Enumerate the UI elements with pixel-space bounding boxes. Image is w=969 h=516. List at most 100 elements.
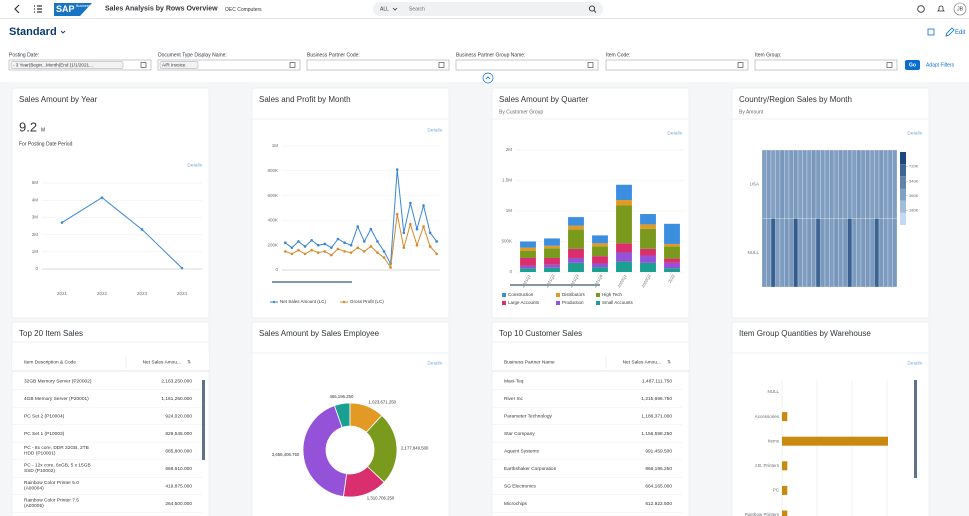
- details-link[interactable]: Details: [907, 360, 922, 366]
- search-input[interactable]: Search: [409, 6, 425, 12]
- chevron: [392, 7, 398, 11]
- heat-cell: [865, 149, 871, 219]
- cell-text[interactable]: 32GB Memory Server (P20002): [24, 378, 92, 384]
- card-title[interactable]: Top 20 Item Sales: [19, 329, 83, 338]
- card-title[interactable]: Item Group Quantities by Warehouse: [739, 329, 871, 338]
- value-help[interactable]: [886, 62, 893, 68]
- cell-text[interactable]: Star Company: [504, 431, 535, 437]
- column-header[interactable]: Business Partner Name: [504, 359, 555, 365]
- value-help[interactable]: [140, 62, 147, 68]
- details-link[interactable]: Details: [427, 127, 442, 133]
- cell-text[interactable]: Earthshaker Corporation: [504, 466, 557, 472]
- data-point: [395, 212, 399, 216]
- scrollbar: [510, 284, 600, 286]
- cell-text[interactable]: River Inc: [504, 396, 524, 402]
- sap-logo: [54, 3, 92, 16]
- bar-segment: [592, 256, 608, 264]
- cell-text[interactable]: Rainbow Color Printer 7.5 (A00005): [24, 498, 79, 510]
- details-link[interactable]: Details: [427, 360, 442, 366]
- data-point: [422, 225, 425, 228]
- share-icon[interactable]: [927, 28, 935, 36]
- cell-number: 2,163,250.000: [161, 378, 192, 384]
- data-point: [100, 196, 104, 199]
- search-box[interactable]: [373, 2, 603, 16]
- card-title[interactable]: Sales Amount by Quarter: [499, 95, 589, 104]
- filter-token[interactable]: [159, 61, 199, 69]
- go-label[interactable]: Go: [909, 63, 916, 69]
- collapse-button[interactable]: [482, 72, 494, 84]
- card-title[interactable]: Sales and Profit by Month: [259, 95, 351, 104]
- cell-text[interactable]: PC Set 2 (P10004): [24, 413, 65, 419]
- cell-text[interactable]: Aquent Systems: [504, 448, 540, 454]
- y-tick-label: 1.5M: [502, 178, 512, 183]
- help-icon[interactable]: [917, 5, 925, 13]
- avatar[interactable]: [953, 2, 967, 16]
- filter-input[interactable]: [306, 59, 450, 71]
- go-button[interactable]: [905, 60, 920, 70]
- legend-label: Construction: [508, 292, 534, 297]
- value-help[interactable]: [289, 62, 296, 68]
- scale-step: [900, 200, 906, 213]
- cell-text[interactable]: Parameter Technology: [504, 413, 553, 419]
- cell-number: 991,459.500: [645, 448, 672, 454]
- variant-chevron[interactable]: [60, 30, 66, 34]
- filter-input[interactable]: [157, 59, 301, 71]
- scale-label: 180K: [909, 207, 919, 212]
- menu-button[interactable]: [34, 5, 42, 13]
- heat-cell: [851, 149, 857, 219]
- data-point: [428, 245, 432, 248]
- card-title[interactable]: Top 10 Customer Sales: [499, 329, 582, 338]
- cell-text[interactable]: PC - 12x core, 6xGB, 5 x 15GB SSD (P10002…: [24, 463, 91, 475]
- details-link[interactable]: Details: [187, 162, 202, 168]
- filter-token[interactable]: [10, 61, 124, 69]
- value-help[interactable]: [587, 62, 594, 68]
- cell-text[interactable]: 4GB Memory Server (P20001): [24, 396, 89, 402]
- card-title[interactable]: Sales Amount by Year: [19, 95, 98, 104]
- cell-text[interactable]: PC Set 1 (P10003): [24, 431, 65, 437]
- bar-segment: [640, 224, 656, 229]
- cell-text[interactable]: Maxi-Teq: [504, 378, 524, 384]
- data-point: [435, 240, 439, 243]
- bell-icon[interactable]: [937, 5, 945, 12]
- heat-cell: [820, 149, 826, 219]
- value-help[interactable]: [737, 62, 744, 68]
- details-link[interactable]: Details: [907, 130, 922, 136]
- filter-input[interactable]: [605, 59, 749, 71]
- avatar-initials[interactable]: JB: [957, 7, 964, 13]
- details-link[interactable]: Details: [667, 130, 682, 136]
- variant-name[interactable]: Standard: [9, 26, 57, 38]
- card-title[interactable]: Sales Amount by Sales Employee: [259, 329, 380, 338]
- column-header[interactable]: Item Description & Code: [24, 359, 76, 365]
- edit-icon[interactable]: [945, 27, 955, 37]
- heat-cell: [851, 218, 857, 288]
- search-scope[interactable]: ALL: [380, 6, 389, 12]
- cell-number: 1,186,371.000: [641, 413, 672, 419]
- back-button[interactable]: [14, 4, 20, 14]
- edit-button[interactable]: Edit: [955, 30, 966, 36]
- data-point: [336, 237, 340, 241]
- column-header[interactable]: Net Sales Amou...: [143, 359, 181, 365]
- heat-cell: [784, 218, 790, 288]
- search-icon[interactable]: [588, 5, 597, 13]
- cell-text[interactable]: Microchips: [504, 501, 528, 507]
- cell-number: 612,922.500: [645, 501, 672, 507]
- y-tick-label: 4M: [32, 197, 39, 202]
- data-point: [290, 252, 294, 256]
- value-help[interactable]: [438, 62, 445, 68]
- card-subtitle: By Amount: [739, 109, 764, 115]
- data-label: 1,310,706.250: [367, 495, 395, 500]
- heat-cell: [847, 149, 853, 219]
- filter-input[interactable]: [455, 59, 599, 71]
- cell-text[interactable]: PC - 8x core, DDR 32GB, 2TB HDD (P10001): [24, 445, 89, 457]
- bar-segment: [664, 258, 680, 263]
- filter-input[interactable]: [754, 59, 898, 71]
- column-header[interactable]: Net Sales Amou...: [623, 359, 661, 365]
- card-title[interactable]: Country/Region Sales by Month: [739, 95, 852, 104]
- adapt-filters[interactable]: Adapt Filters: [926, 63, 955, 69]
- cell-text[interactable]: SG Electronics: [504, 483, 536, 489]
- heat-cell: [806, 149, 812, 219]
- cell-text[interactable]: Rainbow Color Printer 5.0 (A00004): [24, 480, 79, 492]
- scale-step: [900, 164, 906, 177]
- data-point: [435, 252, 439, 256]
